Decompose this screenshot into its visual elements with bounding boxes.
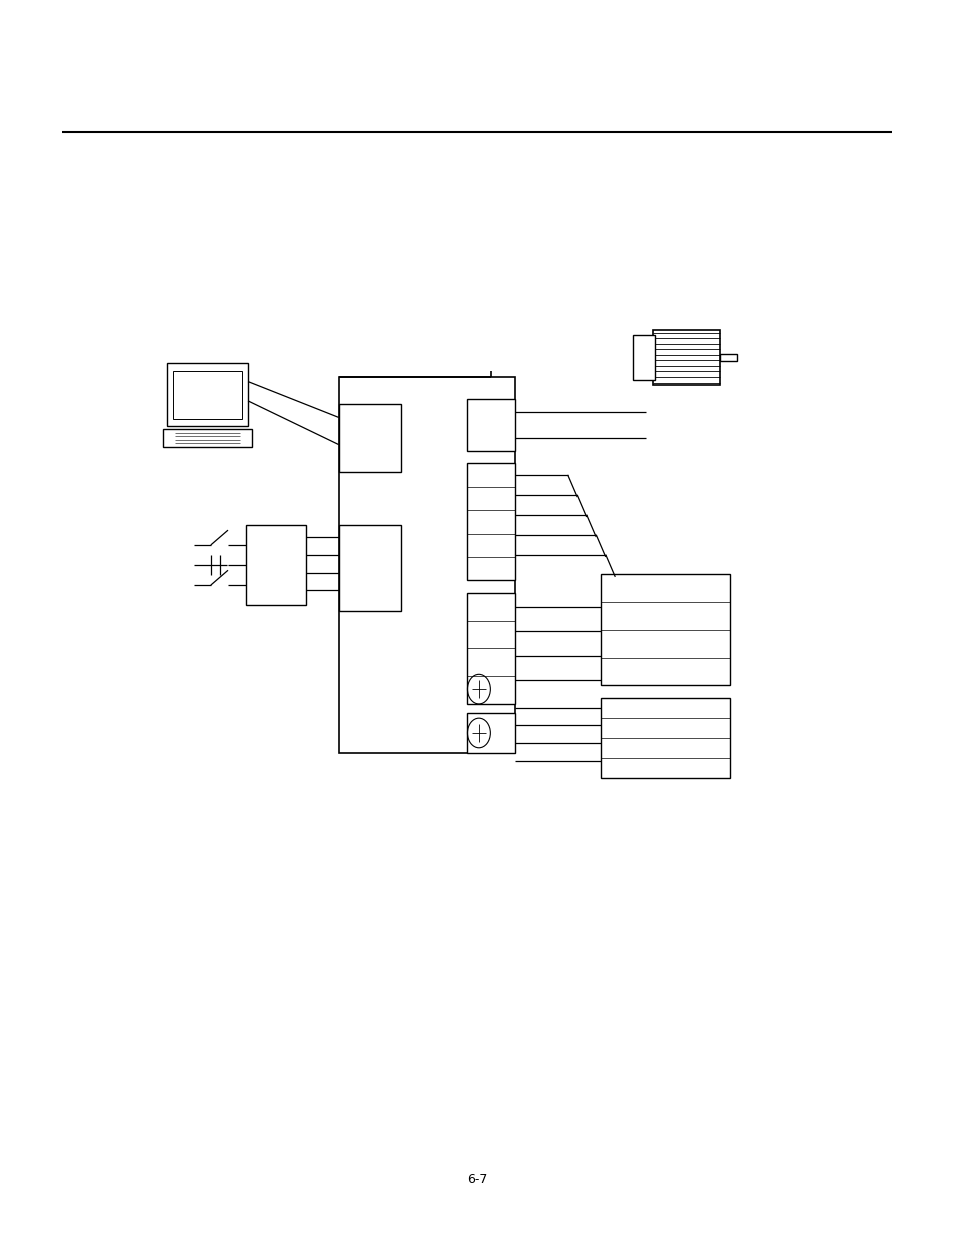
Bar [246, 525, 306, 605]
Bar [338, 404, 400, 472]
Bar [338, 377, 515, 753]
Bar [163, 429, 252, 447]
Bar [172, 370, 242, 420]
Bar [167, 363, 248, 426]
Bar [632, 336, 655, 380]
Text: 6-7: 6-7 [466, 1173, 487, 1186]
Bar [600, 574, 729, 685]
Bar [467, 593, 515, 704]
Bar [467, 463, 515, 580]
Bar [600, 698, 729, 778]
Bar [653, 330, 720, 385]
Bar [467, 399, 515, 451]
Bar [338, 525, 400, 611]
Bar [720, 354, 737, 361]
Bar [467, 713, 515, 753]
